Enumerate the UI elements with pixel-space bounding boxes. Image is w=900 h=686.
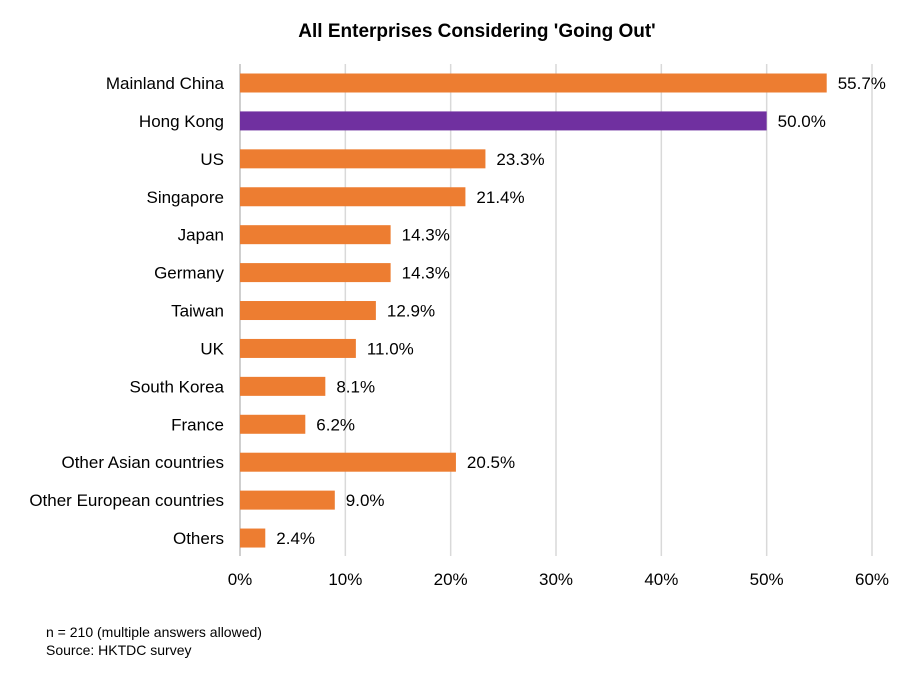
bar-us — [240, 149, 486, 169]
chart-title: All Enterprises Considering 'Going Out' — [298, 21, 655, 42]
bar-taiwan — [240, 301, 376, 321]
bar-hong-kong — [240, 111, 767, 131]
bars — [240, 73, 827, 548]
category-label: Japan — [178, 226, 224, 245]
x-tick-label: 20% — [434, 570, 468, 589]
chart-notes: n = 210 (multiple answers allowed) Sourc… — [46, 623, 262, 659]
category-label: France — [171, 415, 224, 434]
sample-note: n = 210 (multiple answers allowed) — [46, 624, 262, 640]
x-tick-label: 0% — [228, 570, 253, 589]
data-label: 14.3% — [402, 264, 450, 283]
data-label: 8.1% — [336, 377, 375, 396]
source-note: Source: HKTDC survey — [46, 642, 192, 658]
category-label: Singapore — [146, 188, 224, 207]
data-label: 50.0% — [778, 112, 826, 131]
data-label: 12.9% — [387, 302, 435, 321]
category-label: South Korea — [129, 377, 224, 396]
bar-south-korea — [240, 376, 326, 396]
bar-others — [240, 528, 266, 548]
category-label: Germany — [154, 264, 224, 283]
category-labels: Mainland China Hong Kong US Singapore Japan G… — [29, 74, 224, 548]
data-label: 23.3% — [496, 150, 544, 169]
data-label: 2.4% — [276, 529, 315, 548]
category-label: Other European countries — [29, 491, 224, 510]
data-label: 55.7% — [838, 74, 886, 93]
category-label: Others — [173, 529, 224, 548]
data-label: 6.2% — [316, 415, 355, 434]
bar-france — [240, 414, 306, 434]
x-tick-label: 50% — [750, 570, 784, 589]
bar-uk — [240, 338, 356, 358]
category-label: US — [200, 150, 224, 169]
bar-singapore — [240, 187, 466, 207]
bar-other-asian-countries — [240, 452, 456, 472]
category-label: Taiwan — [171, 302, 224, 321]
bar-germany — [240, 263, 391, 283]
category-label: Hong Kong — [139, 112, 224, 131]
x-axis-ticks: 0% 10% 20% 30% 40% 50% 60% — [228, 570, 889, 589]
data-label: 20.5% — [467, 453, 515, 472]
data-label: 11.0% — [367, 339, 414, 358]
data-label: 14.3% — [402, 226, 450, 245]
data-labels: 55.7% 50.0% 23.3% 21.4% 14.3% 14.3% 12.9% 11.0%… — [276, 74, 886, 548]
x-tick-label: 60% — [855, 570, 889, 589]
x-tick-label: 40% — [644, 570, 678, 589]
data-label: 9.0% — [346, 491, 385, 510]
category-label: Mainland China — [106, 74, 225, 93]
category-label: UK — [200, 339, 224, 358]
x-tick-label: 10% — [328, 570, 362, 589]
bar-mainland-china — [240, 73, 827, 93]
data-label: 21.4% — [476, 188, 524, 207]
bar-japan — [240, 225, 391, 245]
bar-other-european-countries — [240, 490, 335, 510]
category-label: Other Asian countries — [61, 453, 224, 472]
gridlines — [239, 64, 873, 556]
x-tick-label: 30% — [539, 570, 573, 589]
